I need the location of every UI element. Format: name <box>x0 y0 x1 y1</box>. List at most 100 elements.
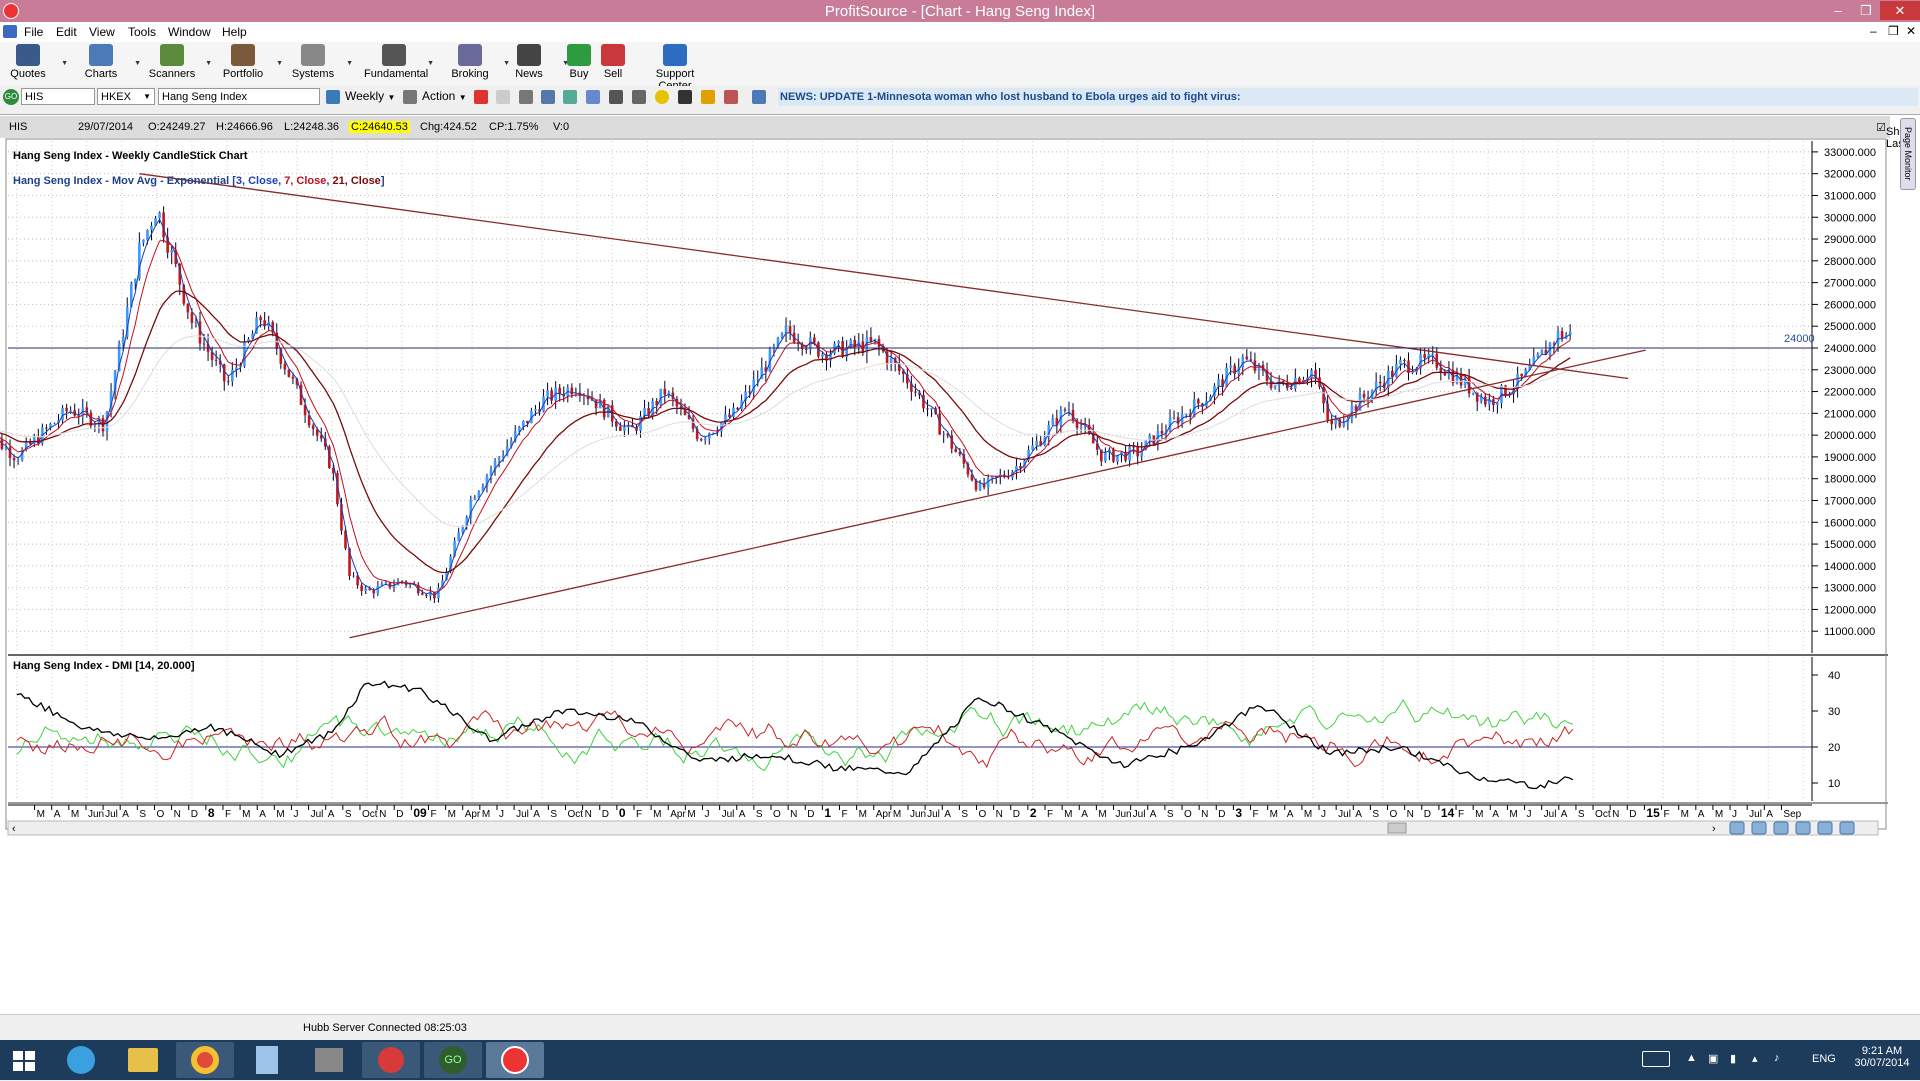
chrome-icon[interactable] <box>176 1042 234 1078</box>
app-grid-icon[interactable] <box>300 1042 358 1078</box>
profitsource-icon[interactable] <box>486 1042 544 1078</box>
candle-body <box>509 440 513 447</box>
menu-edit[interactable]: Edit <box>56 25 77 39</box>
toolbar-dropdown-arrow[interactable]: ▼ <box>134 60 141 67</box>
alert-icon[interactable] <box>474 90 488 104</box>
show-last-checkbox[interactable]: ☑ Show Last <box>1876 122 1913 150</box>
time-tick-label: S <box>1372 809 1379 820</box>
candle-body <box>1095 443 1099 450</box>
toolbar-dropdown-arrow[interactable]: ▼ <box>346 60 353 67</box>
toolbar-button-systems[interactable]: Systems ▼ <box>283 44 353 80</box>
toolbar-dropdown-arrow[interactable]: ▼ <box>61 60 68 67</box>
go-button[interactable]: GO <box>3 89 19 105</box>
save-icon[interactable] <box>541 90 555 104</box>
draw-icon[interactable] <box>678 90 692 104</box>
candle-body <box>61 407 64 421</box>
action-menu[interactable]: Action ▼ <box>422 89 467 103</box>
toolbar-dropdown-arrow[interactable]: ▼ <box>205 60 212 67</box>
toolbar-button-sell[interactable]: Sell <box>583 44 643 80</box>
clock[interactable]: 9:21 AM 30/07/2014 <box>1850 1045 1914 1069</box>
zoom-in-icon[interactable] <box>1729 821 1745 835</box>
menu-window[interactable]: Window <box>168 25 211 39</box>
minimize-button[interactable]: – <box>1834 3 1842 18</box>
internet-explorer-icon[interactable] <box>52 1042 110 1078</box>
candle-body <box>1378 381 1382 384</box>
candle-body <box>4 447 8 449</box>
menu-file[interactable]: File <box>24 25 44 39</box>
candle-body <box>1172 417 1176 419</box>
toolbar-button-news[interactable]: News ▼ <box>499 44 569 80</box>
mdi-minimize-button[interactable]: – <box>1870 24 1877 38</box>
candle-body <box>477 491 481 498</box>
toolbar-dropdown-arrow[interactable]: ▼ <box>276 60 283 67</box>
mdi-restore-button[interactable]: ❐ <box>1888 24 1899 38</box>
action-center-icon[interactable]: ▣ <box>1708 1053 1719 1065</box>
news-feed-icon[interactable] <box>752 90 766 104</box>
time-tick-label: A <box>122 809 129 820</box>
mdi-close-button[interactable]: ✕ <box>1906 24 1917 38</box>
calculator-icon[interactable] <box>238 1042 296 1078</box>
zoom-out-icon[interactable] <box>1751 821 1767 835</box>
zoom-icon[interactable] <box>563 90 577 104</box>
prev-icon[interactable] <box>1817 821 1833 835</box>
toolbar-button-scanners[interactable]: Scanners ▼ <box>142 44 212 80</box>
exchange-select[interactable]: HKEX ▼ <box>97 88 155 105</box>
next-icon[interactable] <box>1839 821 1855 835</box>
menu-help[interactable]: Help <box>222 25 247 39</box>
close-button[interactable]: ✕ <box>1880 1 1920 20</box>
file-explorer-icon[interactable] <box>114 1042 172 1078</box>
toolbar-dropdown-arrow[interactable]: ▼ <box>427 60 434 67</box>
dmi-y-tick-label: 40 <box>1828 670 1840 682</box>
bulb-icon[interactable] <box>655 90 669 104</box>
settings-icon[interactable] <box>519 90 533 104</box>
battery-icon[interactable]: ▮ <box>1730 1053 1737 1065</box>
fit-icon[interactable] <box>1773 821 1789 835</box>
candle-body <box>643 407 646 417</box>
toolbar-dropdown-arrow[interactable]: ▼ <box>562 60 569 67</box>
symbol-code-input[interactable]: HIS <box>21 88 95 105</box>
star-icon[interactable] <box>701 90 715 104</box>
toolbar-button-charts[interactable]: Charts ▼ <box>71 44 141 80</box>
volume-icon[interactable]: ♪ <box>1774 1052 1780 1064</box>
symbol-name-field: Hang Seng Index <box>158 88 320 105</box>
toolbar-button-broking[interactable]: Broking ▼ <box>440 44 510 80</box>
go-app-icon[interactable]: GO <box>424 1042 482 1078</box>
pattern-icon[interactable] <box>724 90 738 104</box>
start-button[interactable] <box>0 1042 48 1078</box>
document-icon[interactable] <box>3 25 17 38</box>
indicator-icon[interactable] <box>632 90 646 104</box>
toolbar-button-support-center[interactable]: Support Center <box>645 44 705 92</box>
media-icon[interactable] <box>362 1042 420 1078</box>
menu-tools[interactable]: Tools <box>128 25 157 39</box>
scrollbar-thumb[interactable] <box>1387 822 1407 834</box>
network-icon[interactable]: ▴ <box>1752 1053 1758 1065</box>
toolbar-dropdown-arrow[interactable]: ▼ <box>503 60 510 67</box>
period-select[interactable]: Weekly ▼ <box>345 89 396 103</box>
candle-body <box>1504 385 1507 396</box>
language-indicator[interactable]: ENG <box>1812 1053 1836 1065</box>
toolbar-button-portfolio[interactable]: Portfolio ▼ <box>213 44 283 80</box>
page-monitor-tab[interactable]: Page Monitor <box>1900 118 1916 190</box>
time-tick-label: J <box>1321 809 1326 820</box>
ema-21-line <box>0 290 1571 574</box>
restore-button[interactable]: ❐ <box>1860 3 1872 18</box>
tools-icon[interactable] <box>609 90 623 104</box>
toolbar-button-quotes[interactable]: Quotes ▼ <box>0 44 68 80</box>
candle-body <box>978 483 982 490</box>
layout-icon[interactable] <box>586 90 600 104</box>
time-tick-label: M <box>242 809 250 820</box>
print-icon[interactable] <box>496 90 510 104</box>
keyboard-icon[interactable] <box>1642 1051 1670 1067</box>
time-tick-label: N <box>790 809 797 820</box>
chart-canvas[interactable]: 11000.00012000.00013000.00014000.0001500… <box>0 115 1890 1015</box>
toolbar-button-fundamental[interactable]: Fundamental ▼ <box>364 44 434 80</box>
tray-expand-icon[interactable]: ▲ <box>1686 1052 1697 1064</box>
toolbar-button-buy[interactable]: Buy <box>549 44 609 80</box>
candle-body <box>1237 367 1241 374</box>
menu-view[interactable]: View <box>89 25 115 39</box>
news-ticker[interactable]: NEWS: UPDATE 1-Minnesota woman who lost … <box>778 88 1918 106</box>
candle-body <box>970 474 974 481</box>
time-tick-label: J <box>1527 809 1532 820</box>
candle-body <box>804 349 808 351</box>
first-icon[interactable] <box>1795 821 1811 835</box>
